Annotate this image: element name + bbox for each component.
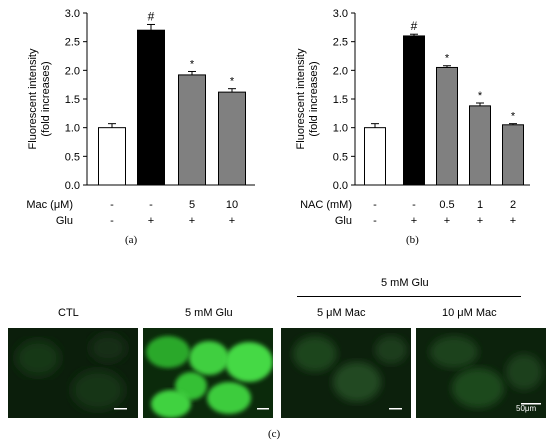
panel-label-a: (a) — [125, 234, 138, 246]
row-cell: - — [373, 215, 377, 227]
row-cell: 5 — [189, 199, 195, 211]
row-cell: + — [477, 215, 483, 227]
chart-b: 0.0 0.5 1.0 1.5 2.0 2.5 3.0 Fluorescent intensi… — [295, 8, 530, 227]
chart-a: 0.0 0.5 1.0 1.5 2.0 2.5 3.0 Fluorescent intensi… — [26, 8, 255, 227]
micrograph-mac10: 50μm — [416, 328, 546, 418]
bar — [364, 127, 386, 186]
panel-label-b: (b) — [406, 234, 419, 246]
row-label: Mac (μM) — [26, 199, 73, 211]
y-tick-label: 0.5 — [65, 151, 80, 163]
micrograph-label-mac5: 5 μM Mac — [317, 307, 366, 319]
significance-marker: # — [148, 9, 155, 23]
y-axis-label: Fluorescent intensity (fold increases) — [295, 48, 320, 149]
row-cell: - — [110, 215, 114, 227]
significance-marker: * — [511, 111, 516, 123]
y-axis-label-line: Fluorescent intensity — [27, 48, 39, 149]
y-tick-label: 3.0 — [333, 8, 348, 20]
row-label: Glu — [335, 215, 352, 227]
bar — [403, 35, 425, 186]
row-cell: 0.5 — [439, 199, 454, 211]
significance-marker: * — [230, 76, 235, 88]
y-tick-label: 2.5 — [333, 37, 348, 49]
row-cell: + — [411, 215, 417, 227]
y-tick-label: 2.0 — [65, 65, 80, 77]
micrograph-ctl — [8, 328, 138, 418]
y-tick-label: 1.5 — [65, 94, 80, 106]
row-cell: 2 — [510, 199, 516, 211]
y-tick-label: 0.0 — [333, 180, 348, 192]
row-cell: - — [110, 199, 114, 211]
bar — [98, 127, 126, 186]
micrograph-label-mac10: 10 μM Mac — [442, 307, 497, 319]
row-cell: + — [510, 215, 516, 227]
y-tick-label: 1.5 — [333, 94, 348, 106]
bar — [502, 124, 524, 186]
y-axis-label-line: (fold increases) — [40, 61, 52, 136]
significance-marker: # — [411, 19, 418, 33]
y-axis-label-line: (fold increases) — [308, 61, 320, 136]
row-cell: + — [189, 215, 195, 227]
bar — [469, 105, 491, 186]
panel-label-c: (c) — [268, 428, 281, 440]
micrograph-mac5 — [281, 328, 411, 418]
row-cell: 1 — [477, 199, 483, 211]
row-label: NAC (mM) — [300, 199, 352, 211]
row-cell: + — [444, 215, 450, 227]
glu-group-line — [297, 296, 521, 297]
significance-marker: * — [478, 90, 483, 102]
row-label: Glu — [56, 215, 73, 227]
row-cell: + — [229, 215, 235, 227]
micrograph-label-ctl: CTL — [58, 307, 79, 319]
row-cell: - — [149, 199, 153, 211]
y-tick-label: 2.0 — [333, 65, 348, 77]
y-tick-label: 0.5 — [333, 151, 348, 163]
y-tick-label: 2.5 — [65, 37, 80, 49]
bar — [218, 91, 246, 186]
y-axis-label-line: Fluorescent intensity — [295, 48, 307, 149]
bar — [436, 66, 458, 186]
micrograph-glu — [143, 328, 273, 418]
micrograph-label-glu: 5 mM Glu — [185, 307, 233, 319]
glu-group-label: 5 mM Glu — [381, 277, 429, 289]
significance-marker: * — [190, 58, 195, 70]
y-axis-label: Fluorescent intensity (fold increases) — [27, 48, 52, 149]
y-tick-label: 3.0 — [65, 8, 80, 20]
row-cell: - — [412, 199, 416, 211]
row-cell: 10 — [226, 199, 238, 211]
y-tick-label: 1.0 — [65, 123, 80, 135]
row-cell: - — [373, 199, 377, 211]
bar — [137, 29, 165, 186]
y-tick-label: 0.0 — [65, 180, 80, 192]
row-cell: + — [148, 215, 154, 227]
scale-bar-label: 50μm — [516, 404, 537, 413]
y-tick-label: 1.0 — [333, 123, 348, 135]
bar — [178, 74, 206, 186]
significance-marker: * — [445, 53, 450, 65]
